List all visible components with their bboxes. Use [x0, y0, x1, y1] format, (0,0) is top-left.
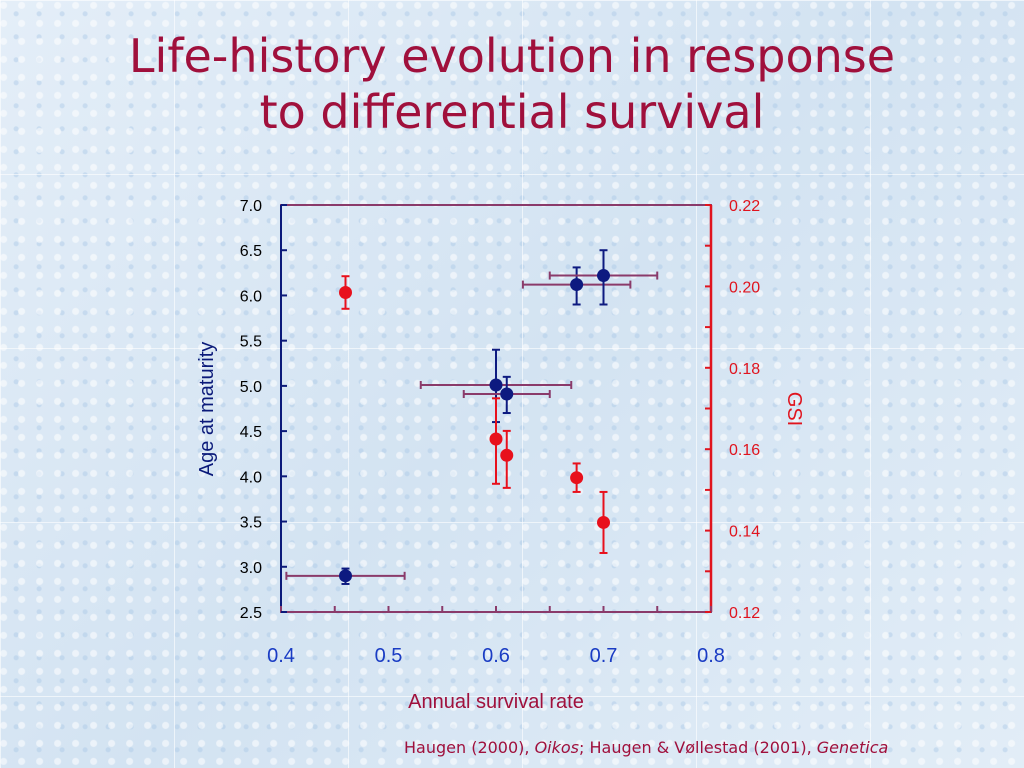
gsi-data-point: [570, 471, 584, 485]
left-y-tick-label: 4.5: [240, 424, 262, 441]
left-y-tick-label: 3.5: [240, 515, 262, 532]
citation-journal-1: Oikos: [534, 738, 580, 757]
right-y-tick-label: 0.12: [729, 605, 760, 622]
right-y-tick-label: 0.20: [729, 279, 760, 296]
left-y-tick-marks: [281, 204, 287, 613]
x-tick-label: 0.8: [697, 645, 725, 667]
left-y-tick-label: 6.5: [240, 243, 262, 260]
age-data-point: [339, 569, 352, 583]
left-y-tick-label: 5.5: [240, 334, 262, 351]
x-tick-label: 0.7: [590, 645, 618, 667]
left-y-axis-label: Age at maturity: [196, 342, 218, 477]
left-y-tick-label: 5.0: [240, 379, 262, 396]
gsi-series: [339, 275, 610, 554]
x-tick-label: 0.5: [375, 645, 403, 667]
gsi-data-point: [597, 515, 610, 529]
right-y-tick-label: 0.18: [729, 361, 760, 378]
x-tick-label: 0.6: [482, 645, 510, 667]
right-y-tick-marks: [705, 204, 711, 613]
x-tick-label: 0.4: [267, 645, 295, 667]
citation-journal-2: Genetica: [816, 738, 889, 757]
slide-title-line-1: Life-history evolution in response: [128, 29, 896, 83]
age-data-point: [570, 278, 584, 292]
left-y-tick-label: 7.0: [240, 198, 262, 215]
right-y-tick-label: 0.14: [729, 524, 760, 541]
citation-part-2: ; Haugen & Vøllestad (2001),: [579, 738, 817, 757]
age-data-point: [597, 269, 610, 283]
x-axis-label: Annual survival rate: [408, 691, 584, 713]
left-y-tick-labels: 2.5 3.0 3.5 4.0 4.5 5.0 5.5 6.0 6.5 7.0: [240, 198, 262, 622]
gsi-data-point: [500, 448, 514, 462]
age-data-point: [489, 378, 503, 392]
age-series: [285, 249, 659, 585]
citation-part-1: Haugen (2000),: [404, 738, 535, 757]
left-y-tick-label: 3.0: [240, 560, 262, 577]
age-data-point: [500, 387, 514, 401]
citation: Haugen (2000), Oikos; Haugen & Vøllestad…: [404, 738, 1019, 757]
gsi-data-point: [339, 286, 352, 300]
right-y-tick-label: 0.16: [729, 442, 760, 459]
right-y-tick-labels: 0.12 0.14 0.16 0.18 0.20 0.22: [729, 198, 760, 622]
left-y-tick-label: 6.0: [240, 288, 262, 305]
gsi-data-point: [489, 432, 503, 446]
right-y-axis-label: GSI: [783, 392, 805, 426]
left-y-tick-label: 4.0: [240, 469, 262, 486]
data-series: [285, 249, 659, 585]
slide-title: Life-history evolution in response to di…: [0, 28, 1024, 140]
slide-title-line-2: to differential survival: [259, 85, 765, 139]
left-y-tick-label: 2.5: [240, 605, 262, 622]
right-y-tick-label: 0.22: [729, 198, 760, 215]
x-axis-tick-labels: 0.4 0.5 0.6 0.7 0.8: [267, 645, 725, 667]
